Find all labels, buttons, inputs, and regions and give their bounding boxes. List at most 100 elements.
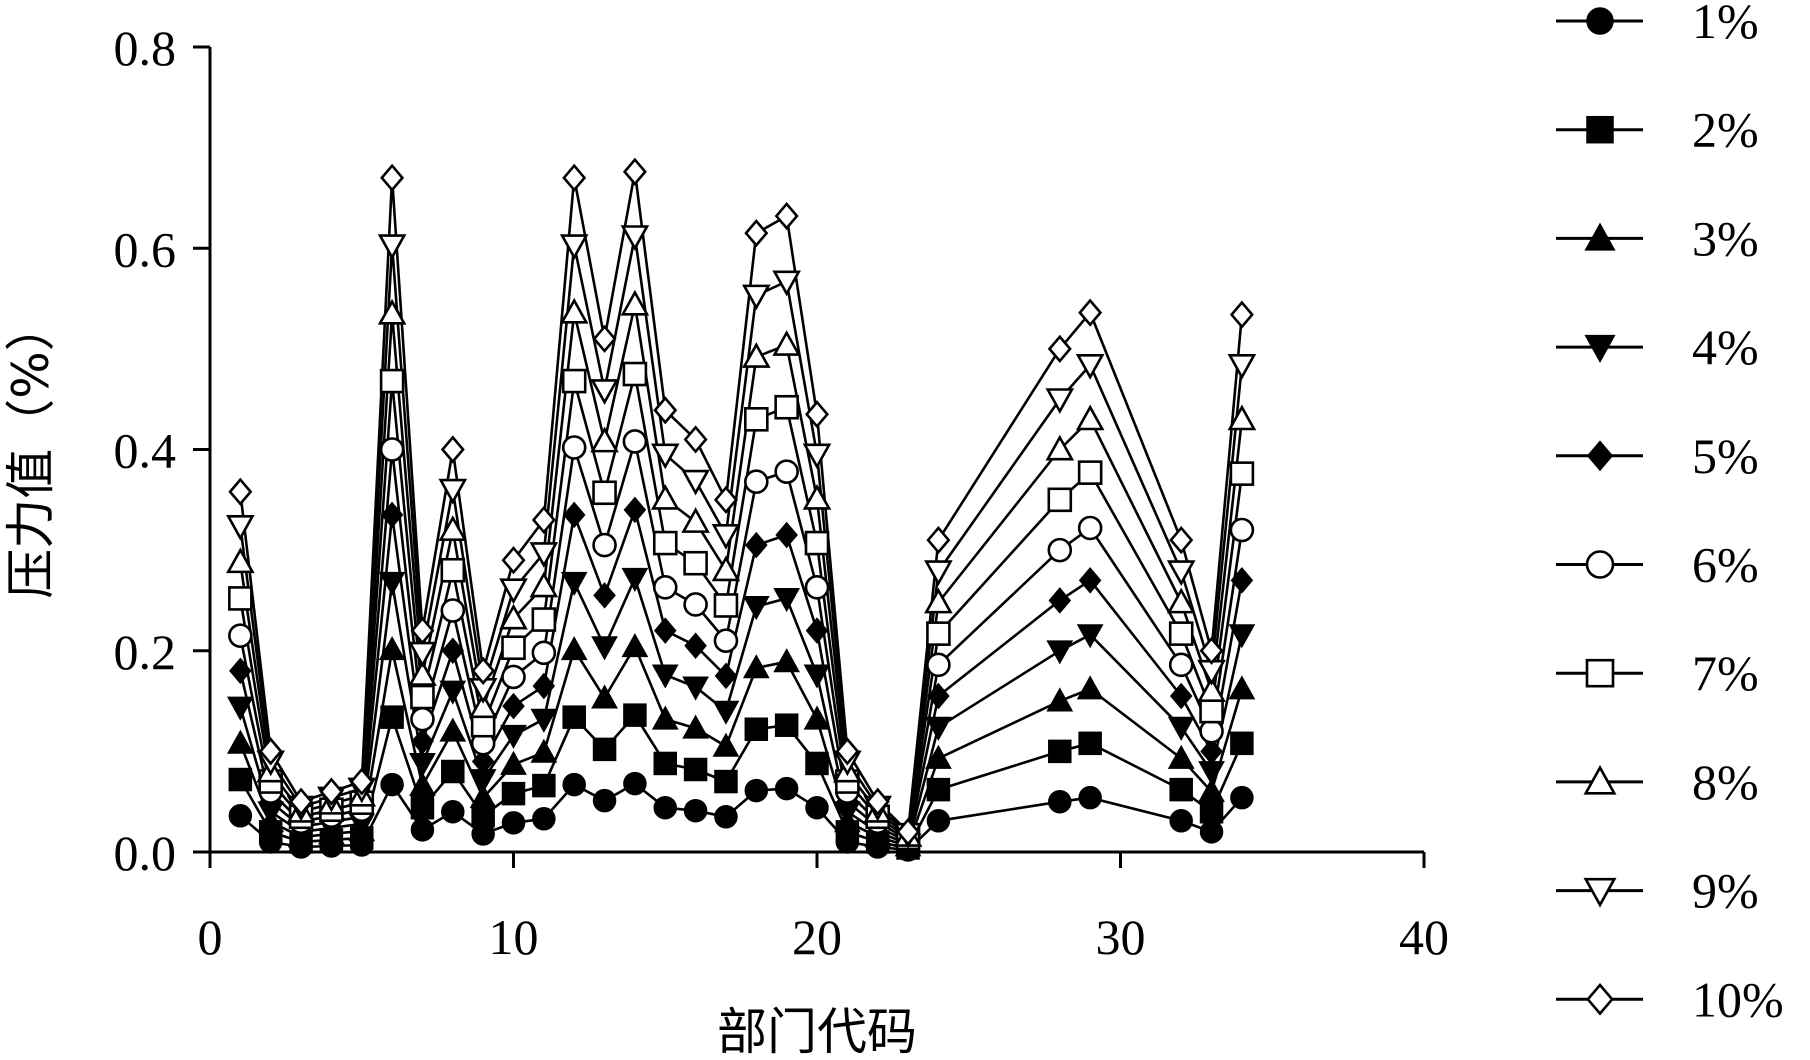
data-point: [652, 530, 678, 556]
data-point: [289, 787, 314, 816]
data-point: [380, 501, 404, 529]
data-point: [713, 593, 739, 618]
legend-item: 1%: [1556, 0, 1759, 49]
legend-marker: [1586, 440, 1614, 472]
data-point: [440, 557, 466, 583]
data-point: [650, 484, 680, 510]
data-point: [1078, 785, 1102, 810]
data-point: [380, 772, 404, 797]
data-point: [379, 368, 405, 394]
data-point: [559, 297, 589, 324]
data-point: [592, 324, 617, 353]
data-point: [743, 407, 769, 432]
data-point: [652, 575, 678, 600]
data-point: [805, 795, 829, 820]
legend-item: 2%: [1556, 102, 1759, 158]
data-point: [438, 515, 468, 541]
data-point: [1047, 334, 1072, 363]
data-point: [439, 717, 467, 742]
data-point: [924, 587, 953, 614]
data-point: [926, 777, 951, 802]
data-point: [1197, 676, 1226, 702]
data-point: [471, 656, 496, 685]
y-tick-label: 0.4: [114, 423, 177, 479]
data-point: [684, 632, 707, 659]
data-point: [409, 771, 436, 797]
data-point: [651, 664, 679, 689]
legend-item: 7%: [1556, 645, 1759, 701]
data-point: [1169, 682, 1193, 710]
data-point: [741, 342, 771, 368]
legend: 1% 2% 3% 4% 5% 6% 7% 8% 9% 10%: [1556, 0, 1784, 1027]
data-point: [1167, 744, 1195, 769]
data-point: [1045, 388, 1075, 414]
data-point: [1230, 731, 1254, 756]
legend-marker: [1586, 115, 1614, 144]
data-point: [410, 684, 435, 710]
series-1-points: [228, 771, 1254, 862]
series-markers: [226, 157, 1257, 862]
data-point: [380, 163, 405, 192]
data-point: [653, 617, 677, 644]
legend-label: 2%: [1692, 102, 1759, 158]
data-point: [805, 400, 829, 429]
data-point: [650, 443, 680, 470]
y-tick-label: 0.6: [114, 221, 177, 277]
data-point: [408, 660, 437, 686]
data-point: [500, 750, 527, 775]
legend-label: 6%: [1692, 537, 1759, 593]
y-tick-label: 0.0: [114, 825, 177, 881]
data-point: [531, 607, 557, 632]
data-point: [773, 587, 801, 613]
data-point: [530, 738, 558, 763]
data-point: [681, 507, 710, 533]
legend-item: 8%: [1556, 754, 1759, 810]
data-point: [410, 706, 435, 732]
data-point: [927, 682, 950, 710]
data-point: [926, 621, 951, 646]
x-tick-label: 10: [489, 909, 539, 965]
data-point: [1199, 820, 1224, 844]
data-point: [592, 532, 617, 558]
data-point: [744, 778, 769, 803]
data-point: [590, 379, 619, 405]
data-point: [1168, 621, 1194, 646]
data-point: [410, 818, 435, 842]
data-point: [1227, 404, 1257, 431]
data-point: [620, 225, 650, 251]
data-point: [562, 501, 586, 529]
data-point: [560, 571, 588, 596]
data-point: [560, 636, 588, 661]
data-point: [681, 469, 710, 496]
data-point: [1227, 353, 1257, 380]
legend-label: 4%: [1692, 319, 1759, 375]
data-point: [501, 546, 526, 575]
data-point: [377, 234, 407, 261]
data-point: [226, 514, 255, 541]
data-point: [622, 429, 648, 454]
data-point: [1229, 461, 1255, 486]
data-point: [559, 234, 589, 261]
data-point: [805, 751, 829, 776]
data-point: [529, 571, 559, 598]
data-point: [742, 596, 770, 621]
data-point: [226, 729, 254, 754]
data-point: [226, 696, 254, 721]
legend-marker: [1586, 982, 1614, 1016]
data-point: [925, 716, 952, 741]
data-point: [682, 676, 709, 701]
data-point: [623, 703, 647, 727]
data-point: [1228, 675, 1256, 700]
data-point: [1078, 731, 1102, 756]
legend-marker: [1585, 550, 1615, 579]
y-tick-label: 0.8: [114, 20, 177, 76]
data-point: [774, 201, 799, 231]
data-point: [562, 705, 586, 729]
data-point: [593, 582, 616, 609]
data-point: [592, 788, 617, 813]
legend-marker: [1585, 658, 1615, 688]
data-point: [1199, 718, 1224, 744]
data-point: [499, 603, 528, 630]
data-point: [683, 425, 708, 454]
